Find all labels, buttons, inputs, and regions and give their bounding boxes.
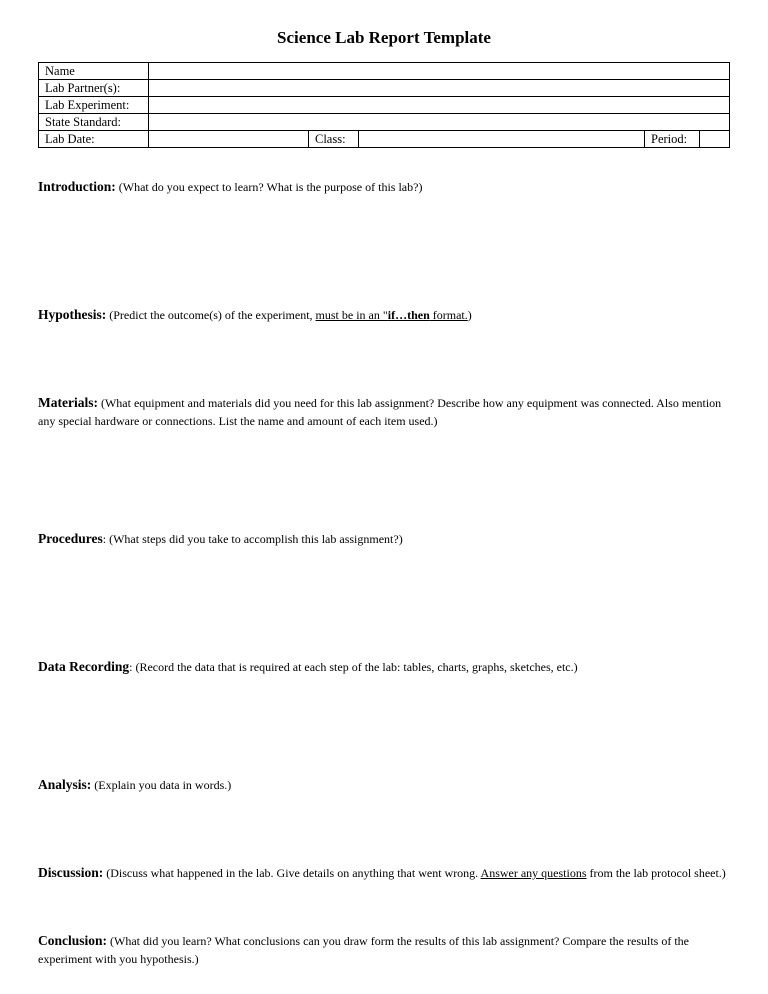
datarecording-desc: (Record the data that is required at eac…	[132, 660, 577, 674]
field-labdate	[149, 131, 309, 148]
hypothesis-label: Hypothesis:	[38, 307, 106, 322]
hypothesis-desc: (Predict the outcome(s) of the experimen…	[106, 308, 472, 322]
conclusion-label: Conclusion:	[38, 933, 107, 948]
section-datarecording: Data Recording: (Record the data that is…	[38, 658, 730, 676]
label-labdate: Lab Date:	[39, 131, 149, 148]
table-row: Lab Partner(s):	[39, 80, 730, 97]
introduction-desc: (What do you expect to learn? What is th…	[116, 180, 423, 194]
table-row: State Standard:	[39, 114, 730, 131]
analysis-label: Analysis:	[38, 777, 91, 792]
table-row: Name	[39, 63, 730, 80]
info-table: Name Lab Partner(s): Lab Experiment: Sta…	[38, 62, 730, 148]
section-materials: Materials: (What equipment and materials…	[38, 394, 730, 430]
label-class: Class:	[309, 131, 359, 148]
discussion-desc: (Discuss what happened in the lab. Give …	[103, 866, 726, 880]
table-row: Lab Date: Class: Period:	[39, 131, 730, 148]
datarecording-label: Data Recording	[38, 659, 129, 674]
label-period: Period:	[645, 131, 700, 148]
section-discussion: Discussion: (Discuss what happened in th…	[38, 864, 730, 882]
field-period	[700, 131, 730, 148]
label-partners: Lab Partner(s):	[39, 80, 149, 97]
label-name: Name	[39, 63, 149, 80]
section-introduction: Introduction: (What do you expect to lea…	[38, 178, 730, 196]
field-standard	[149, 114, 730, 131]
discussion-label: Discussion:	[38, 865, 103, 880]
label-standard: State Standard:	[39, 114, 149, 131]
analysis-desc: (Explain you data in words.)	[91, 778, 231, 792]
section-analysis: Analysis: (Explain you data in words.)	[38, 776, 730, 794]
page-title: Science Lab Report Template	[38, 28, 730, 48]
label-experiment: Lab Experiment:	[39, 97, 149, 114]
field-class	[359, 131, 645, 148]
section-hypothesis: Hypothesis: (Predict the outcome(s) of t…	[38, 306, 730, 324]
materials-desc: (What equipment and materials did you ne…	[38, 396, 721, 428]
materials-label: Materials:	[38, 395, 98, 410]
procedures-label: Procedures	[38, 531, 103, 546]
introduction-label: Introduction:	[38, 179, 116, 194]
procedures-desc: (What steps did you take to accomplish t…	[106, 532, 403, 546]
table-row: Lab Experiment:	[39, 97, 730, 114]
field-partners	[149, 80, 730, 97]
section-procedures: Procedures: (What steps did you take to …	[38, 530, 730, 548]
conclusion-desc: (What did you learn? What conclusions ca…	[38, 934, 689, 966]
field-name	[149, 63, 730, 80]
section-conclusion: Conclusion: (What did you learn? What co…	[38, 932, 730, 968]
field-experiment	[149, 97, 730, 114]
